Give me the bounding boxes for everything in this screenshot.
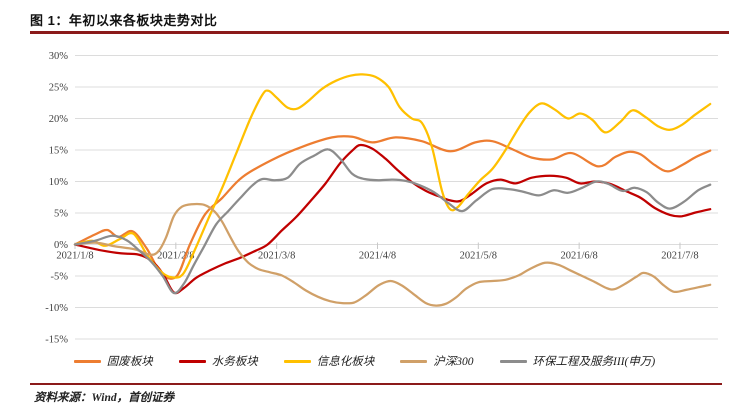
x-axis-tick-label: 2021/7/8 bbox=[661, 251, 698, 262]
x-axis-tick-label: 2021/2/8 bbox=[157, 251, 194, 262]
legend-item-label: 固废板块 bbox=[106, 356, 153, 368]
legend-swatch bbox=[178, 359, 206, 363]
x-axis-tick-label: 2021/4/8 bbox=[359, 251, 396, 262]
x-axis-tick-label: 2021/3/8 bbox=[258, 251, 295, 262]
y-axis-tick-label: 10% bbox=[49, 177, 69, 188]
y-axis-tick-label: 15% bbox=[49, 146, 69, 157]
source-note: 资料来源：Wind，首创证券 bbox=[34, 392, 175, 404]
legend-item-label: 信息化板块 bbox=[316, 356, 375, 368]
legend-item: 信息化板块 bbox=[283, 353, 375, 369]
y-axis-tick-label: 25% bbox=[49, 83, 69, 94]
title-divider-rule bbox=[30, 31, 729, 34]
y-axis-tick-label: -10% bbox=[45, 303, 68, 314]
legend-swatch bbox=[283, 359, 311, 363]
y-axis-tick-label: 30% bbox=[49, 51, 69, 62]
y-axis-tick-label: 0% bbox=[54, 240, 68, 251]
legend-item: 水务板块 bbox=[178, 353, 258, 369]
y-axis-tick-label: 20% bbox=[49, 114, 69, 125]
chart-legend: 固废板块 水务板块 信息化板块 沪深300 环保工程及服务III(申万) bbox=[0, 353, 729, 369]
legend-item: 固废板块 bbox=[73, 353, 153, 369]
series-line-沪深300 bbox=[73, 202, 712, 307]
legend-item-label: 环保工程及服务III(申万) bbox=[532, 356, 656, 368]
legend-item: 环保工程及服务III(申万) bbox=[499, 353, 656, 369]
legend-item-label: 沪深300 bbox=[433, 356, 474, 368]
legend-swatch bbox=[400, 359, 428, 363]
y-axis-tick-label: -15% bbox=[45, 335, 68, 346]
legend-item: 沪深300 bbox=[400, 353, 474, 369]
legend-item-label: 水务板块 bbox=[211, 356, 258, 368]
figure-title: 图 1：年初以来各板块走势对比 bbox=[30, 13, 218, 28]
x-axis-tick-label: 2021/1/8 bbox=[56, 251, 93, 262]
series-line-水务板块 bbox=[73, 143, 712, 295]
series-line-信息化板块 bbox=[73, 73, 712, 279]
legend-swatch bbox=[73, 359, 101, 363]
x-axis-tick-label: 2021/6/8 bbox=[560, 251, 597, 262]
footer-divider-rule bbox=[30, 383, 722, 385]
legend-swatch bbox=[499, 359, 527, 363]
y-axis-tick-label: -5% bbox=[51, 272, 69, 283]
series-line-环保工程及服务III(申万) bbox=[73, 148, 712, 295]
y-axis-tick-label: 5% bbox=[54, 209, 68, 220]
x-axis-tick-label: 2021/5/8 bbox=[460, 251, 497, 262]
